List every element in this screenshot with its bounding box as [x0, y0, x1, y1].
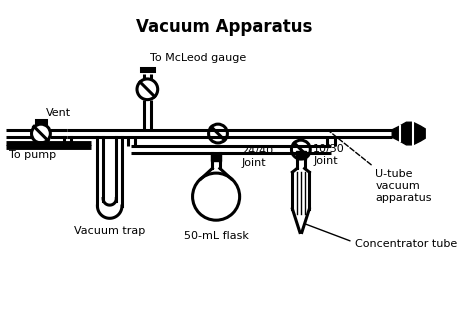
Polygon shape — [392, 122, 425, 145]
Circle shape — [137, 79, 158, 100]
Circle shape — [32, 124, 50, 143]
Text: To pump: To pump — [9, 150, 56, 159]
Polygon shape — [296, 152, 306, 159]
Text: 50-mL flask: 50-mL flask — [183, 231, 248, 242]
Text: Concentrator tube: Concentrator tube — [355, 239, 457, 249]
Circle shape — [209, 124, 228, 143]
Text: Vacuum trap: Vacuum trap — [74, 226, 146, 236]
Text: 10/30
Joint: 10/30 Joint — [313, 145, 345, 166]
Circle shape — [292, 140, 310, 159]
Text: 24/40
Joint: 24/40 Joint — [242, 146, 273, 168]
Text: To McLeod gauge: To McLeod gauge — [150, 53, 246, 63]
Text: U-tube
vacuum
apparatus: U-tube vacuum apparatus — [375, 169, 432, 203]
Text: Vent: Vent — [46, 108, 71, 119]
Polygon shape — [211, 153, 221, 161]
Text: Vacuum Apparatus: Vacuum Apparatus — [137, 18, 313, 36]
